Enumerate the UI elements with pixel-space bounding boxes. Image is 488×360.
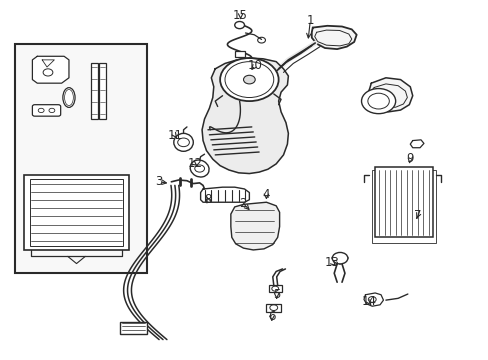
Text: 10: 10 bbox=[247, 59, 262, 72]
Bar bbox=[24, 175, 129, 250]
Text: 9: 9 bbox=[406, 152, 413, 165]
Polygon shape bbox=[32, 56, 69, 83]
Bar bbox=[91, 63, 98, 119]
Text: 6: 6 bbox=[267, 310, 275, 323]
Polygon shape bbox=[230, 202, 279, 250]
Text: 14: 14 bbox=[361, 296, 376, 309]
Circle shape bbox=[243, 75, 255, 84]
Bar bbox=[15, 44, 147, 273]
Bar bbox=[30, 179, 123, 246]
Circle shape bbox=[43, 69, 53, 76]
Polygon shape bbox=[409, 140, 423, 148]
Text: 11: 11 bbox=[167, 129, 182, 142]
Text: 3: 3 bbox=[155, 175, 163, 188]
Bar bbox=[371, 170, 435, 243]
Polygon shape bbox=[202, 58, 288, 174]
Ellipse shape bbox=[63, 87, 75, 107]
Polygon shape bbox=[200, 187, 249, 202]
Circle shape bbox=[220, 58, 278, 101]
Text: 5: 5 bbox=[272, 288, 280, 301]
Text: 13: 13 bbox=[324, 256, 339, 269]
Ellipse shape bbox=[190, 160, 209, 177]
Bar bbox=[120, 321, 147, 334]
Circle shape bbox=[361, 89, 395, 114]
Text: 2: 2 bbox=[239, 197, 246, 210]
Text: 15: 15 bbox=[233, 9, 247, 22]
Text: 7: 7 bbox=[413, 210, 421, 222]
Bar bbox=[234, 51, 245, 57]
Text: 12: 12 bbox=[187, 157, 202, 170]
Bar bbox=[99, 63, 106, 119]
Circle shape bbox=[234, 22, 244, 29]
Bar bbox=[268, 285, 281, 292]
Text: 1: 1 bbox=[306, 14, 313, 27]
Polygon shape bbox=[363, 293, 383, 306]
Polygon shape bbox=[366, 78, 412, 112]
Bar bbox=[374, 167, 432, 237]
Bar bbox=[266, 304, 281, 312]
Polygon shape bbox=[311, 26, 356, 49]
Text: 4: 4 bbox=[262, 188, 270, 201]
Text: 8: 8 bbox=[204, 193, 211, 206]
Circle shape bbox=[331, 252, 347, 264]
Ellipse shape bbox=[173, 134, 193, 151]
FancyBboxPatch shape bbox=[32, 105, 61, 116]
